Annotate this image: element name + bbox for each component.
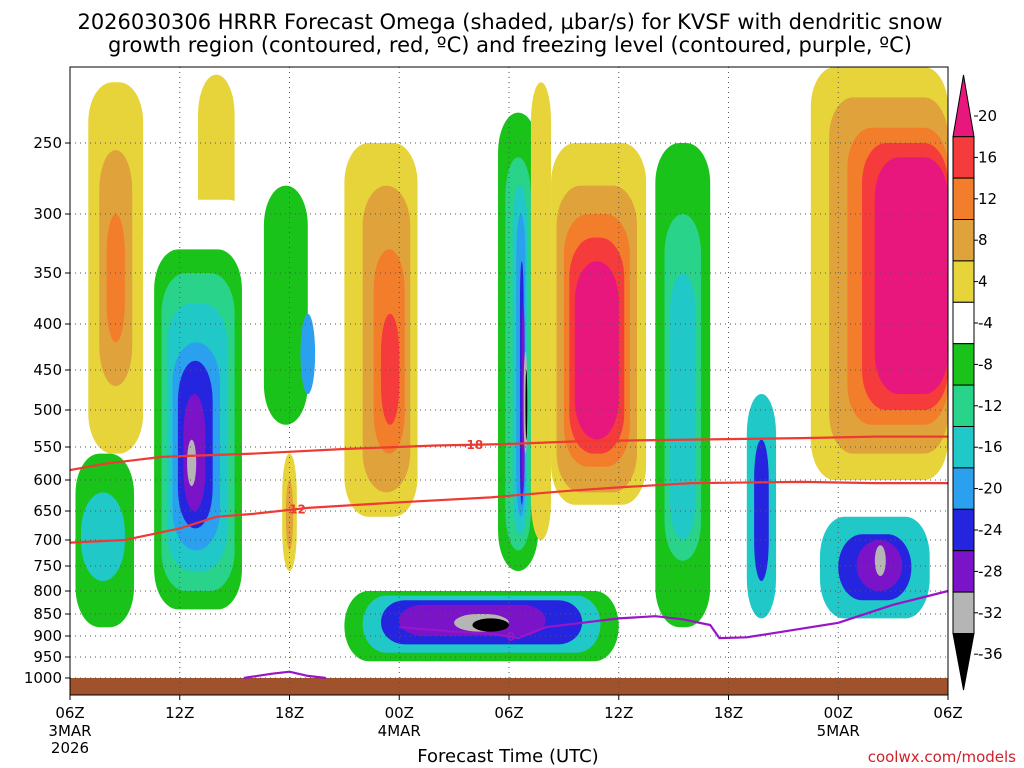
colorbar-swatch [952, 467, 975, 510]
omega-cell [417, 67, 528, 83]
y-tick-label: 650 [33, 502, 62, 520]
colorbar-swatch [952, 136, 975, 179]
omega-cell [669, 273, 696, 540]
dgz-contour [69, 435, 948, 472]
y-tick-label: 450 [33, 361, 62, 379]
colorbar-swatch [952, 384, 975, 428]
omega-cell [300, 313, 316, 394]
x-tick-sublabel: 3MAR [48, 722, 91, 740]
colorbar-swatch [952, 633, 975, 691]
x-tick-label: 18Z [275, 704, 304, 722]
x-tick-label: 12Z [165, 704, 194, 722]
y-tick-label: 250 [33, 134, 62, 152]
x-tick-sublabel: 5MAR [817, 722, 860, 740]
x-tick-label: 06Z [933, 704, 962, 722]
colorbar-label: -24 [978, 521, 1003, 539]
colorbar-label: -4 [978, 314, 993, 332]
omega-cell [472, 618, 509, 632]
colorbar-label: 8 [978, 231, 988, 249]
colorbar-label: 20 [978, 107, 997, 125]
y-tick-label: 600 [33, 471, 62, 489]
y-tick-label: 700 [33, 531, 62, 549]
colorbar-label: -32 [978, 604, 1003, 622]
omega-cell [874, 157, 948, 394]
omega-cell [574, 261, 619, 440]
contour-lines: -18 -12 0 [69, 435, 949, 680]
colorbar-swatch [952, 508, 975, 552]
colorbar-swatch [952, 219, 975, 262]
x-tick-label: 00Z [824, 704, 853, 722]
dgz-contour-label: -18 [462, 438, 484, 452]
omega-cell [285, 480, 294, 551]
x-axis-label: Forecast Time (UTC) [417, 746, 598, 767]
y-tick-label: 550 [33, 438, 62, 456]
colorbar-swatch [952, 74, 975, 138]
y-tick-label: 950 [33, 648, 62, 666]
y-tick-label: 850 [33, 605, 62, 623]
x-tick-label: 06Z [55, 704, 84, 722]
colorbar-label: -16 [978, 438, 1003, 456]
colorbar-label: -28 [978, 562, 1003, 580]
colorbar-swatch [952, 591, 975, 634]
y-axis-ticks: 250 300 350 400 450 500 550 600 650 700 750 800 850 9… [24, 134, 70, 687]
x-tick-label: 06Z [494, 704, 523, 722]
y-tick-label: 1000 [24, 669, 62, 687]
credit-text: coolwx.com/models [868, 748, 1016, 766]
chart-title-line2: growth region (contoured, red, ºC) and f… [108, 33, 912, 57]
freezing-contour [243, 670, 327, 680]
omega-cell [106, 214, 125, 343]
dgz-contour [69, 480, 948, 544]
omega-shading [75, 67, 948, 662]
colorbar-label: -20 [978, 480, 1003, 498]
omega-cell [263, 185, 308, 425]
chart-title-line1: 2026030306 HRRR Forecast Omega (shaded, … [77, 10, 942, 34]
colorbar-label: -12 [978, 397, 1003, 415]
omega-cell [80, 492, 125, 581]
omega-cell [754, 439, 769, 581]
x-tick-label: 00Z [385, 704, 414, 722]
y-tick-label: 500 [33, 401, 62, 419]
omega-cell [521, 303, 525, 493]
y-tick-label: 800 [33, 582, 62, 600]
y-tick-label: 400 [33, 315, 62, 333]
colorbar-label: 12 [978, 190, 997, 208]
omega-cell [187, 439, 197, 487]
x-tick-sublabel: 4MAR [378, 722, 421, 740]
omega-cell [525, 370, 528, 440]
omega-cell [530, 82, 552, 540]
y-tick-label: 900 [33, 627, 62, 645]
colorbar-swatch [952, 550, 975, 593]
colorbar-label: -8 [978, 355, 993, 373]
colorbar-swatch [952, 177, 975, 221]
colorbar-label: 4 [978, 273, 988, 291]
x-tick-sublabel: 2026 [51, 739, 89, 757]
colorbar: 20 16 12 8 4 -4 -8 -12 -16 -20 -24 -28 -32 -36 [952, 74, 1003, 691]
omega-cell [380, 313, 400, 425]
y-tick-label: 350 [33, 264, 62, 282]
dgz-contour-label: -12 [284, 502, 306, 516]
colorbar-label: 16 [978, 148, 997, 166]
colorbar-swatch [952, 260, 975, 303]
colorbar-swatch [952, 343, 975, 386]
x-tick-label: 18Z [714, 704, 743, 722]
plot-area: -18 -12 0 [69, 66, 949, 696]
colorbar-label: -36 [978, 645, 1003, 663]
x-tick-label: 12Z [604, 704, 633, 722]
freezing-contour [399, 589, 949, 640]
colorbar-swatch [952, 426, 975, 469]
colorbar-swatch [952, 301, 975, 345]
y-tick-label: 300 [33, 205, 62, 223]
y-tick-label: 750 [33, 557, 62, 575]
freezing-contour-label: 0 [507, 630, 515, 644]
omega-cell [874, 545, 886, 576]
omega-cell [435, 360, 491, 433]
